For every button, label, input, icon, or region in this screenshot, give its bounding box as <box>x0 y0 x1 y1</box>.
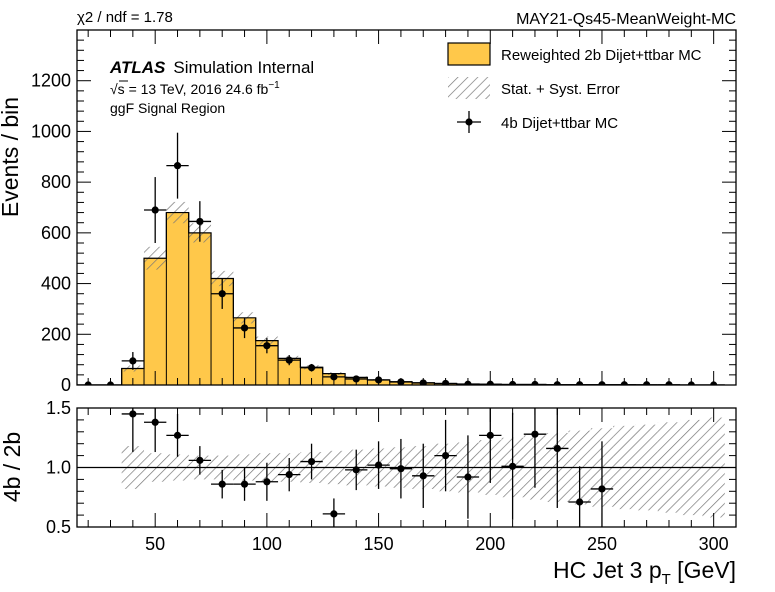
atlas-label: ATLAS Simulation Internal <box>109 58 314 77</box>
main-ylabel: Events / bin <box>0 97 23 217</box>
ratio-point <box>553 444 561 453</box>
ratio-axes: 50 100 150 200 250 300 0.5 1.0 1.5 <box>46 398 737 554</box>
analysis-tag: MAY21-Qs45-MeanWeight-MC <box>516 11 736 28</box>
data-point <box>307 364 316 372</box>
ratio-xtick-label: 50 <box>145 534 165 554</box>
main-plot-area <box>77 132 725 385</box>
model-bar <box>121 368 145 385</box>
data-point <box>173 162 182 170</box>
ratio-point <box>352 466 360 474</box>
main-ytick-label: 600 <box>41 223 71 243</box>
region-label: ggF Signal Region <box>110 100 225 116</box>
data-point <box>151 206 159 214</box>
legend-data-label: 4b Dijet+ttbar MC <box>501 115 618 132</box>
legend-data-marker <box>465 118 473 126</box>
main-ytick-label: 1200 <box>31 71 71 91</box>
main-frame <box>76 29 737 386</box>
data-point <box>330 373 338 381</box>
ratio-xtick-label: 300 <box>699 534 729 554</box>
energy-label: √s = 13 TeV, 2016 24.6 fb−1 <box>110 80 280 97</box>
ratio-point <box>397 465 405 473</box>
model-bar <box>278 358 301 385</box>
legend-model-label: Reweighted 2b Dijet+ttbar MC <box>501 47 702 64</box>
ratio-point <box>151 418 159 426</box>
model-bar <box>211 278 234 385</box>
ratio-plot-area <box>77 408 736 527</box>
data-point <box>196 217 204 226</box>
ratio-xtick-label: 250 <box>587 534 617 554</box>
ratio-point <box>173 431 182 439</box>
ratio-point <box>218 480 226 488</box>
ratio-point <box>486 431 494 439</box>
ratio-point <box>285 471 293 479</box>
legend-error-swatch <box>448 77 490 99</box>
main-axes: 0 200 400 600 800 1000 1200 <box>31 30 737 395</box>
data-point <box>218 290 226 298</box>
model-bar <box>233 317 256 385</box>
ratio-point <box>509 462 517 470</box>
ratio-point <box>374 461 383 469</box>
x-axis-title: HC Jet 3 pT [GeV] <box>553 557 736 588</box>
main-ytick-label: 800 <box>41 172 71 192</box>
main-ytick-label: 200 <box>41 324 71 344</box>
ratio-point <box>240 480 249 488</box>
data-point <box>285 356 293 364</box>
main-ytick-label: 1000 <box>31 121 71 141</box>
legend-error-label: Stat. + Syst. Error <box>501 81 620 98</box>
model-bar <box>300 367 323 385</box>
main-ytick-label: 400 <box>41 274 71 294</box>
ratio-ytick-label: 0.5 <box>46 517 71 537</box>
ratio-point <box>441 452 450 460</box>
model-bar <box>144 258 167 385</box>
chi2-label: χ2 / ndf = 1.78 <box>77 9 173 26</box>
data-point <box>129 357 137 365</box>
ratio-point <box>263 478 271 486</box>
model-bar <box>255 340 279 385</box>
ratio-ylabel: 4b / 2b <box>0 432 25 502</box>
ratio-point <box>307 457 316 466</box>
model-bar <box>188 232 212 385</box>
main-ytick-label: 0 <box>61 375 71 395</box>
ratio-point <box>598 485 606 493</box>
ratio-xtick-label: 100 <box>252 534 282 554</box>
ratio-point <box>464 473 472 481</box>
ratio-point <box>419 472 427 480</box>
ratio-xtick-label: 150 <box>364 534 394 554</box>
ratio-point <box>196 456 204 464</box>
ratio-ytick-label: 1.5 <box>46 398 71 418</box>
ratio-ytick-label: 1.0 <box>46 458 71 478</box>
data-point <box>263 342 271 350</box>
ratio-point <box>576 498 584 506</box>
data-point <box>240 324 249 332</box>
model-bar <box>166 212 189 385</box>
legend: Reweighted 2b Dijet+ttbar MC Stat. + Sys… <box>447 42 702 133</box>
legend-model-swatch <box>447 42 491 66</box>
ratio-xtick-label: 200 <box>475 534 505 554</box>
ratio-point <box>330 510 338 518</box>
ratio-point <box>531 430 539 438</box>
